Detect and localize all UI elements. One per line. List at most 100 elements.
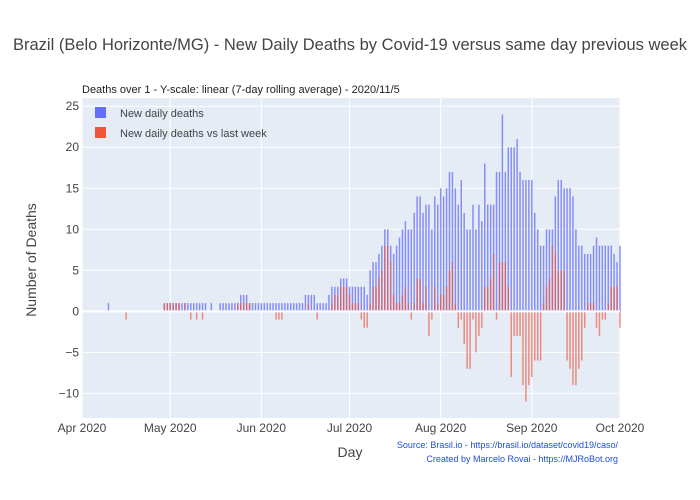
new-deaths-bar: [240, 294, 242, 312]
new-deaths-bar: [581, 245, 583, 312]
new-deaths-bar: [292, 303, 295, 312]
new-deaths-bar: [375, 262, 377, 312]
new-deaths-bar: [401, 229, 404, 312]
new-deaths-bar: [363, 286, 365, 312]
new-deaths-bar: [434, 196, 436, 312]
new-deaths-bar: [610, 245, 612, 312]
vs-last-week-bar: [419, 278, 421, 312]
new-deaths-bar: [234, 303, 236, 312]
x-tick-label: Aug 2020: [415, 421, 467, 435]
new-deaths-bar: [257, 303, 260, 312]
new-deaths-bar: [460, 180, 462, 312]
legend-swatch-vs: [95, 127, 106, 138]
new-deaths-bar: [442, 196, 445, 312]
vs-last-week-bar: [398, 303, 401, 312]
new-deaths-bar: [554, 196, 557, 312]
vs-last-week-bar: [366, 311, 368, 328]
vs-last-week-bar: [360, 311, 363, 320]
vs-last-week-bar: [575, 311, 577, 386]
new-deaths-bar: [439, 188, 442, 312]
new-deaths-bar: [616, 262, 618, 312]
vs-last-week-bar: [307, 303, 310, 312]
new-deaths-bar: [290, 303, 292, 312]
vs-last-week-bar: [201, 311, 204, 320]
new-deaths-bar: [269, 303, 271, 312]
new-deaths-bar: [190, 303, 192, 312]
new-deaths-bar: [192, 303, 195, 312]
new-deaths-bar: [357, 286, 360, 312]
vs-last-week-bar: [613, 286, 615, 312]
new-deaths-bar: [369, 270, 371, 312]
x-tick-label: Sep 2020: [506, 421, 558, 435]
vs-last-week-bar: [369, 303, 371, 312]
new-deaths-bar: [392, 253, 395, 312]
legend: New daily deaths New daily deaths vs last…: [95, 107, 267, 140]
new-deaths-bar: [431, 229, 433, 312]
vs-last-week-bar: [334, 294, 336, 312]
vs-last-week-bar: [240, 303, 242, 312]
vs-last-week-bar: [375, 286, 377, 312]
vs-last-week-bar: [416, 278, 418, 312]
new-deaths-bar: [448, 171, 451, 312]
new-deaths-bar: [575, 229, 577, 312]
vs-last-week-bar: [581, 311, 583, 361]
vs-last-week-bar: [560, 270, 562, 312]
y-axis-ticks: −10 −5 0 5 10 15 20 25: [59, 99, 80, 400]
vs-last-week-bar: [248, 303, 251, 312]
credit-note: Created by Marcelo Rovai - https://MJRoB…: [426, 454, 618, 464]
vs-last-week-bar: [569, 311, 571, 369]
vs-last-week-bar: [448, 270, 451, 312]
new-deaths-bar: [457, 204, 460, 312]
x-tick-label: Apr 2020: [58, 421, 107, 435]
vs-last-week-bar: [354, 303, 357, 312]
chart-title: Brazil (Belo Horizonte/MG) - New Daily D…: [13, 36, 687, 54]
new-deaths-bar: [372, 262, 374, 312]
vs-last-week-bar: [478, 311, 480, 336]
vs-last-week-bar: [507, 286, 510, 312]
vs-last-week-bar: [428, 311, 430, 336]
x-tick-label: Oct 2020: [596, 421, 645, 435]
vs-last-week-bar: [345, 286, 348, 312]
x-tick-label: May 2020: [144, 421, 197, 435]
new-deaths-bar: [504, 171, 507, 312]
new-deaths-bar: [481, 221, 483, 312]
vs-last-week-bar: [566, 311, 568, 361]
vs-last-week-bar: [381, 270, 383, 312]
vs-last-week-bar: [472, 311, 474, 320]
vs-last-week-bar: [190, 311, 192, 320]
vs-last-week-bar: [610, 286, 612, 312]
vs-last-week-bar: [395, 303, 398, 312]
vs-last-week-bar: [281, 311, 283, 320]
vs-last-week-bar: [392, 294, 395, 312]
vs-last-week-bar: [554, 253, 557, 312]
new-deaths-bar: [225, 303, 227, 312]
new-deaths-bar: [301, 303, 304, 312]
vs-last-week-bar: [175, 303, 177, 312]
source-note: Source: Brasil.io - https://brasil.io/da…: [396, 440, 618, 450]
vs-last-week-bar: [489, 278, 492, 312]
vs-last-week-bar: [583, 311, 586, 328]
vs-last-week-bar: [616, 286, 618, 312]
vs-last-week-bar: [531, 311, 533, 377]
new-deaths-bar: [513, 147, 515, 312]
new-deaths-bar: [198, 303, 201, 312]
new-deaths-bar: [454, 188, 457, 312]
new-deaths-bar: [195, 303, 198, 312]
new-deaths-bar: [407, 229, 410, 312]
vs-last-week-bar: [425, 286, 427, 312]
vs-last-week-bar: [501, 262, 504, 312]
vs-last-week-bar: [572, 311, 574, 386]
vs-last-week-bar: [331, 303, 333, 312]
new-deaths-bar: [313, 294, 315, 312]
vs-last-week-bar: [363, 311, 365, 328]
vs-last-week-bar: [407, 303, 410, 312]
vs-last-week-bar: [245, 303, 248, 312]
legend-label: New daily deaths vs last week: [120, 128, 267, 140]
new-deaths-bar: [531, 180, 533, 312]
new-deaths-bar: [607, 245, 609, 312]
vs-last-week-bar: [337, 294, 339, 312]
new-deaths-bar: [413, 212, 415, 312]
vs-last-week-bar: [195, 311, 198, 320]
vs-last-week-bar: [586, 303, 589, 312]
